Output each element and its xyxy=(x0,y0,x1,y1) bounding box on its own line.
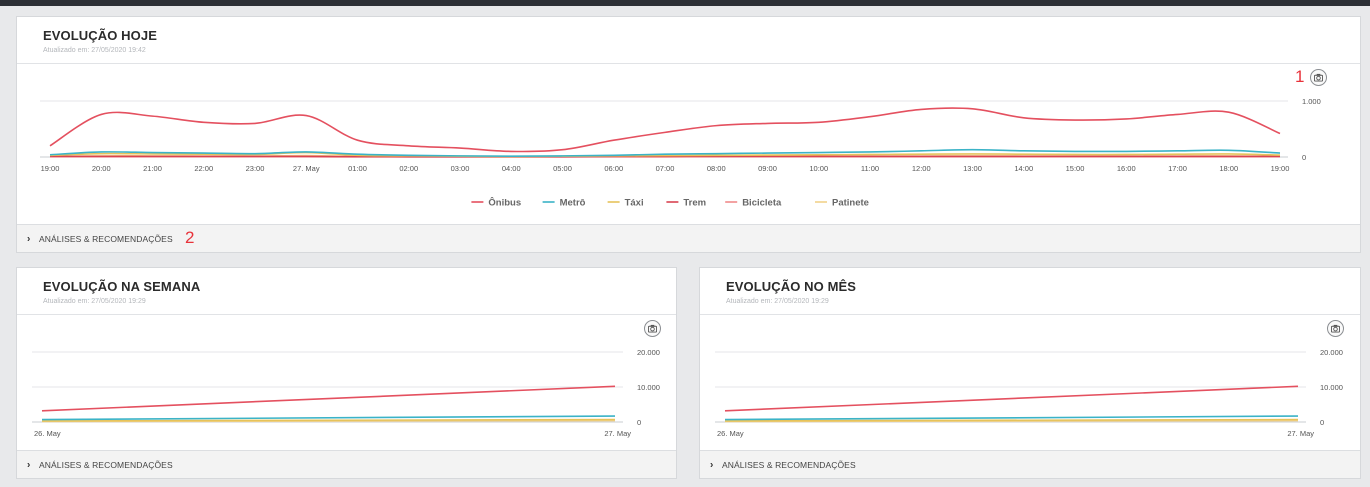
analises-recomendacoes-toggle[interactable]: › ANÁLISES & RECOMENDAÇÕES xyxy=(17,450,676,478)
chart-evolucao-mes: 0 10.000 20.000 26. May 27. May xyxy=(715,348,1343,438)
camera-export-button[interactable] xyxy=(1310,69,1327,86)
x-tick-label: 26. May xyxy=(717,429,744,438)
legend-item[interactable]: Ônibus xyxy=(471,197,521,209)
series-line xyxy=(49,148,1281,157)
card-updated-timestamp: Atualizado em: 27/05/2020 19:29 xyxy=(43,298,146,305)
legend-item[interactable]: Patinete xyxy=(815,198,869,209)
x-tick-label: 02:00 xyxy=(399,164,418,173)
x-tick-label: 13:00 xyxy=(963,164,982,173)
series-line xyxy=(724,415,1299,421)
series-line xyxy=(49,151,1281,158)
footer-label: ANÁLISES & RECOMENDAÇÕES xyxy=(722,459,856,470)
legend-label: Patinete xyxy=(832,198,869,209)
x-tick-label: 22:00 xyxy=(194,164,213,173)
y-tick-label: 20.000 xyxy=(637,348,660,357)
annotation-marker-2: 2 xyxy=(185,228,195,247)
series-line xyxy=(41,418,616,422)
series-line xyxy=(724,385,1299,412)
analises-recomendacoes-toggle[interactable]: › ANÁLISES & RECOMENDAÇÕES 2 xyxy=(17,224,1360,252)
x-tick-label: 27. May xyxy=(604,429,631,438)
x-tick-label: 03:00 xyxy=(451,164,470,173)
series-line xyxy=(41,415,616,421)
card-title: EVOLUÇÃO NO MÊS xyxy=(726,279,857,294)
legend-label: Táxi xyxy=(625,198,644,209)
x-tick-label: 19:00 xyxy=(1271,164,1290,173)
x-tick-label: 11:00 xyxy=(861,164,879,173)
top-bar xyxy=(0,0,1370,6)
x-tick-label: 21:00 xyxy=(143,164,162,173)
annotation-marker-1: 1 xyxy=(1295,67,1305,86)
x-tick-label: 26. May xyxy=(34,429,61,438)
x-tick-label: 20:00 xyxy=(92,164,111,173)
x-tick-label: 23:00 xyxy=(246,164,265,173)
legend-label: Metrô xyxy=(560,198,586,209)
x-tick-label: 15:00 xyxy=(1066,164,1085,173)
legend-label: Ônibus xyxy=(488,197,521,209)
x-tick-label: 18:00 xyxy=(1219,164,1238,173)
x-tick-label: 07:00 xyxy=(656,164,675,173)
x-tick-label: 09:00 xyxy=(758,164,777,173)
x-tick-label: 06:00 xyxy=(604,164,623,173)
x-tick-label: 08:00 xyxy=(707,164,726,173)
card-updated-timestamp: Atualizado em: 27/05/2020 19:29 xyxy=(726,298,829,305)
card-updated-timestamp: Atualizado em: 27/05/2020 19:42 xyxy=(43,47,146,54)
y-tick-label: 10.000 xyxy=(1320,383,1343,392)
y-tick-label: 0 xyxy=(1320,418,1324,427)
footer-label: ANÁLISES & RECOMENDAÇÕES xyxy=(39,459,173,470)
x-tick-label: 04:00 xyxy=(502,164,521,173)
legend-item[interactable]: Bicicleta xyxy=(725,198,782,209)
y-tick-label: 10.000 xyxy=(637,383,660,392)
camera-icon xyxy=(1314,73,1323,82)
legend-label: Trem xyxy=(683,198,706,209)
legend-item[interactable]: Trem xyxy=(666,198,706,209)
y-tick-label: 1.000 xyxy=(1302,97,1321,106)
legend-label: Bicicleta xyxy=(742,198,782,209)
card-title: EVOLUÇÃO NA SEMANA xyxy=(43,279,201,294)
chart-evolucao-hoje: 0 1.000 19:00 20:00 21:00 22:00 23:00 27. May 01… xyxy=(40,97,1321,209)
x-tick-label: 16:00 xyxy=(1117,164,1136,173)
series-line xyxy=(49,107,1281,153)
x-tick-label: 01:00 xyxy=(348,164,367,173)
x-tick-label: 17:00 xyxy=(1168,164,1187,173)
camera-export-button[interactable] xyxy=(1327,320,1344,337)
y-tick-label: 0 xyxy=(1302,153,1306,162)
y-tick-label: 20.000 xyxy=(1320,348,1343,357)
x-tick-label: 05:00 xyxy=(553,164,572,173)
card-evolucao-mes: EVOLUÇÃO NO MÊS Atualizado em: 27/05/202… xyxy=(699,267,1361,479)
x-tick-label: 12:00 xyxy=(912,164,931,173)
x-tick-label: 14:00 xyxy=(1014,164,1033,173)
card-header: EVOLUÇÃO NA SEMANA Atualizado em: 27/05/… xyxy=(17,268,676,315)
chevron-right-icon: › xyxy=(27,459,31,470)
card-title: EVOLUÇÃO HOJE xyxy=(43,28,157,43)
card-evolucao-hoje: EVOLUÇÃO HOJE Atualizado em: 27/05/2020 … xyxy=(16,16,1361,253)
card-header: EVOLUÇÃO NO MÊS Atualizado em: 27/05/202… xyxy=(700,268,1360,315)
chevron-right-icon: › xyxy=(710,459,714,470)
footer-label: ANÁLISES & RECOMENDAÇÕES xyxy=(39,233,173,244)
x-tick-label: 19:00 xyxy=(41,164,60,173)
legend-item[interactable]: Táxi xyxy=(607,198,644,209)
camera-icon xyxy=(648,324,657,333)
camera-icon xyxy=(1331,324,1340,333)
analises-recomendacoes-toggle[interactable]: › ANÁLISES & RECOMENDAÇÕES xyxy=(700,450,1360,478)
chart-evolucao-semana: 0 10.000 20.000 26. May 27. May xyxy=(32,348,660,438)
x-tick-label: 27. May xyxy=(1287,429,1314,438)
card-header: EVOLUÇÃO HOJE Atualizado em: 27/05/2020 … xyxy=(17,17,1360,64)
x-tick-label: 27. May xyxy=(293,164,320,173)
legend-item[interactable]: Metrô xyxy=(542,198,586,209)
x-tick-label: 10:00 xyxy=(809,164,828,173)
series-line xyxy=(41,385,616,412)
card-evolucao-semana: EVOLUÇÃO NA SEMANA Atualizado em: 27/05/… xyxy=(16,267,677,479)
chevron-right-icon: › xyxy=(27,233,31,244)
camera-export-button[interactable] xyxy=(644,320,661,337)
series-line xyxy=(724,418,1299,422)
y-tick-label: 0 xyxy=(637,418,641,427)
